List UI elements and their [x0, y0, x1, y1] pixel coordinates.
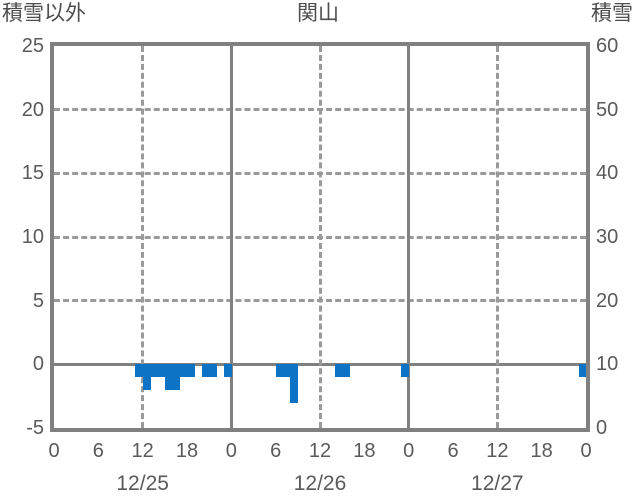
x-tick-label: 18 [530, 440, 553, 462]
plot-inner [54, 46, 586, 428]
y-tick-label-left: -5 [26, 417, 44, 439]
y-tick-label-left: 0 [32, 353, 44, 376]
bar [187, 364, 195, 378]
bar [342, 364, 351, 378]
day-divider [407, 46, 411, 428]
y-tick-label-left: 25 [21, 35, 44, 57]
bar [334, 364, 343, 378]
bar [201, 364, 210, 378]
bar [135, 364, 144, 378]
x-tick-label: 0 [48, 440, 60, 462]
bar [275, 364, 284, 378]
bar [150, 364, 159, 378]
gridline-vertical [318, 46, 322, 428]
right-axis-title: 積雪 [591, 2, 633, 25]
y-tick-label-right: 40 [596, 162, 619, 185]
y-tick-label-right: 50 [596, 98, 619, 121]
bar [142, 364, 151, 390]
x-tick-label: 12 [308, 440, 332, 462]
x-axis-day-label: 12/27 [471, 472, 524, 495]
bar [157, 364, 166, 378]
day-divider [229, 46, 233, 428]
y-tick-label-left: 10 [21, 226, 44, 248]
bar [283, 364, 292, 378]
x-tick-label: 0 [403, 440, 415, 462]
x-tick-label: 12 [131, 440, 154, 462]
x-tick-label: 18 [353, 440, 376, 462]
chart-title: 関山 [297, 2, 339, 25]
bar [172, 364, 181, 390]
y-tick-label-right: 20 [596, 289, 619, 312]
x-tick-label: 6 [447, 440, 459, 462]
bar [179, 364, 188, 378]
bar [578, 364, 586, 378]
y-tick-label-right: 10 [596, 353, 619, 376]
x-tick-label: 0 [225, 440, 237, 462]
gridline-vertical [495, 46, 499, 428]
y-tick-label-left: 5 [32, 289, 44, 312]
bar [164, 364, 173, 390]
gridline-vertical [141, 46, 145, 428]
x-tick-label: 6 [92, 440, 104, 462]
y-tick-label-right: 30 [596, 226, 619, 248]
bar [290, 364, 299, 403]
bar [223, 364, 232, 378]
x-tick-label: 6 [270, 440, 282, 462]
bar [209, 364, 218, 378]
y-tick-label-right: 60 [596, 35, 619, 57]
x-tick-label: 18 [175, 440, 199, 462]
y-tick-label-left: 15 [21, 162, 44, 185]
y-tick-label-left: 20 [21, 98, 44, 121]
left-axis-title: 積雪以外 [2, 2, 86, 25]
bar [401, 364, 410, 378]
x-axis-day-label: 12/25 [116, 472, 169, 495]
x-axis-day-label: 12/26 [293, 472, 347, 495]
x-tick-label: 12 [486, 440, 509, 462]
x-tick-label: 0 [580, 440, 592, 462]
y-tick-label-right: 0 [596, 417, 608, 439]
plot-area [50, 42, 590, 432]
